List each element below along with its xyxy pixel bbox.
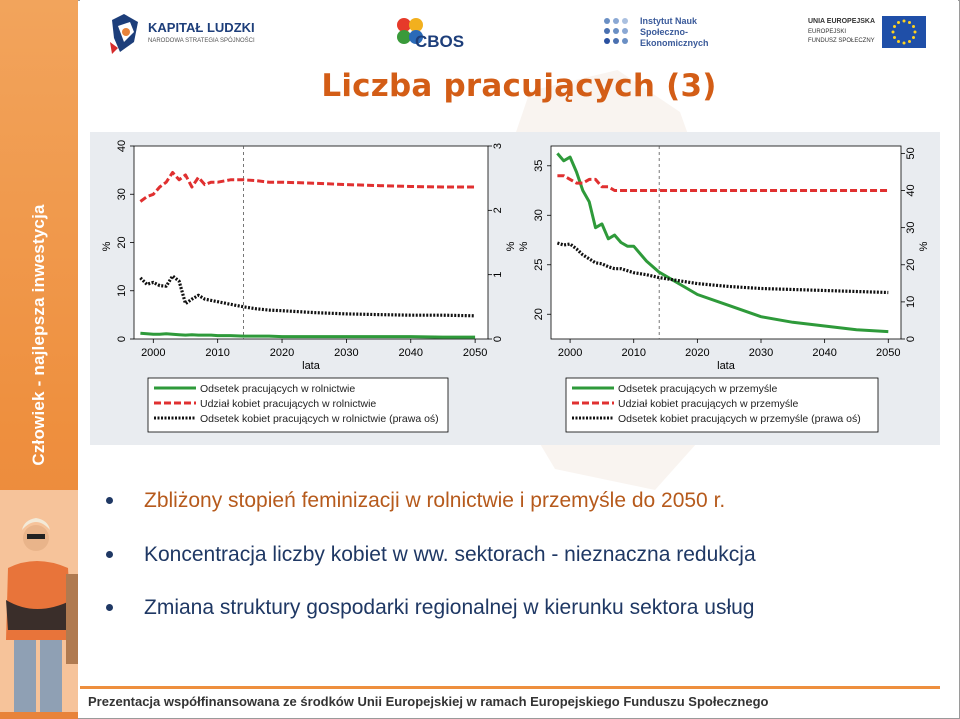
footer-text: Prezentacja współfinansowana ze środków … (88, 694, 769, 709)
isns-logo: Instytut Nauk Społeczno- Ekonomicznych (602, 14, 712, 54)
right-tick-label: 3 (492, 143, 504, 149)
isns-line2: Społeczno- (640, 27, 689, 37)
series-line-1 (556, 152, 889, 334)
x-tick-label: 2000 (558, 347, 582, 359)
legend-label: Odsetek pracujących w rolnictwie (200, 383, 355, 395)
right-tick-label: 1 (492, 272, 504, 278)
legend-label: Udział kobiet pracujących w przemyśle (618, 398, 798, 410)
series-line-1 (140, 331, 476, 339)
plot-area (133, 145, 489, 340)
series-line-2 (139, 171, 476, 203)
left-tick-label: 0 (116, 336, 128, 342)
right-tick-label: 20 (905, 259, 917, 271)
chart-panel: 0 10 20 30 40 0 1 2 3%% 2000 2010 2020 2030 2040 2050 l… (90, 132, 940, 445)
photo-woman (0, 490, 78, 712)
legend-label: Odsetek kobiet pracujących w przemyśle (… (618, 413, 861, 425)
legend-box (147, 377, 449, 433)
left-tick-label: 35 (533, 160, 545, 172)
kapital-ludzki-logo: KAPITAŁ LUDZKI NARODOWA STRATEGIA SPÓJNO… (108, 12, 258, 56)
right-tick-label: 2 (492, 207, 504, 213)
x-axis-label: lata (717, 360, 736, 372)
x-tick-label: 2010 (205, 347, 229, 359)
kl-subtitle: NARODOWA STRATEGIA SPÓJNOŚCI (148, 38, 255, 44)
eu-line1: UNIA EUROPEJSKA (808, 18, 876, 25)
bullet-text-2: Koncentracja liczby kobiet w ww. sektora… (144, 543, 756, 566)
eu-line3: FUNDUSZ SPOŁECZNY (808, 38, 875, 44)
footer-line (80, 686, 940, 689)
isns-line3: Ekonomicznych (640, 38, 709, 48)
legend-label: Udział kobiet pracujących w rolnictwie (200, 398, 376, 410)
slide-title: Liczba pracujących (3) (321, 68, 717, 104)
kl-title: KAPITAŁ LUDZKI (148, 20, 255, 35)
bullet-dot (106, 497, 113, 504)
right-tick-label: 50 (905, 147, 917, 159)
cbos-logo: CBOS (395, 14, 465, 54)
isns-line1: Instytut Nauk (640, 16, 698, 26)
left-tick-label: 30 (533, 209, 545, 221)
bullet-dot (106, 604, 113, 611)
legend-label: Odsetek pracujących w przemyśle (618, 383, 777, 395)
eu-logo: UNIA EUROPEJSKA EUROPEJSKI FUNDUSZ SPOŁE… (808, 14, 926, 54)
legend-label: Odsetek kobiet pracujących w rolnictwie … (200, 413, 439, 425)
x-tick-label: 2020 (685, 347, 709, 359)
right-tick-label: 40 (905, 184, 917, 196)
left-tick-label: 30 (116, 188, 128, 200)
bullet-text-1: Zbliżony stopień feminizacji w rolnictwi… (144, 489, 726, 512)
series-line-3 (139, 274, 476, 318)
eu-line2: EUROPEJSKI (808, 29, 847, 35)
right-tick-label: 0 (492, 336, 504, 342)
sidebar-vertical-text: Człowiek - najlepsza inwestycja (29, 204, 48, 466)
legend-box (565, 377, 879, 433)
series-line-2 (557, 174, 889, 192)
x-tick-label: 2040 (812, 347, 836, 359)
bullet-dot (106, 551, 113, 558)
kl-emblem-icon (110, 14, 138, 54)
cbos-emblem-icon (397, 18, 423, 44)
right-tick-label: 30 (905, 222, 917, 234)
right-axis-label: % (505, 241, 517, 251)
x-tick-label: 2030 (334, 347, 358, 359)
left-tick-label: 40 (116, 140, 128, 152)
plot-area (550, 145, 902, 340)
x-axis-label: lata (302, 360, 321, 372)
right-tick-label: 10 (905, 296, 917, 308)
bullet-text-3: Zmiana struktury gospodarki regionalnej … (144, 596, 755, 619)
left-tick-label: 20 (533, 308, 545, 320)
x-tick-label: 2020 (270, 347, 294, 359)
x-tick-label: 2050 (463, 347, 487, 359)
logo-bar: KAPITAŁ LUDZKI NARODOWA STRATEGIA SPÓJNO… (80, 0, 958, 66)
left-tick-label: 20 (116, 236, 128, 248)
left-tick-label: 10 (116, 285, 128, 297)
cbos-text: CBOS (415, 32, 465, 51)
series-line-3 (556, 241, 889, 295)
left-axis-label: % (518, 241, 530, 251)
x-tick-label: 2050 (876, 347, 900, 359)
x-tick-label: 2000 (141, 347, 165, 359)
left-tick-label: 25 (533, 259, 545, 271)
right-axis-label: % (918, 241, 930, 251)
x-tick-label: 2040 (399, 347, 423, 359)
right-tick-label: 0 (905, 336, 917, 342)
isns-dots-icon (604, 18, 628, 44)
x-tick-label: 2010 (621, 347, 645, 359)
left-axis-label: % (101, 241, 113, 251)
x-tick-label: 2030 (749, 347, 773, 359)
eu-flag-icon (882, 16, 926, 48)
